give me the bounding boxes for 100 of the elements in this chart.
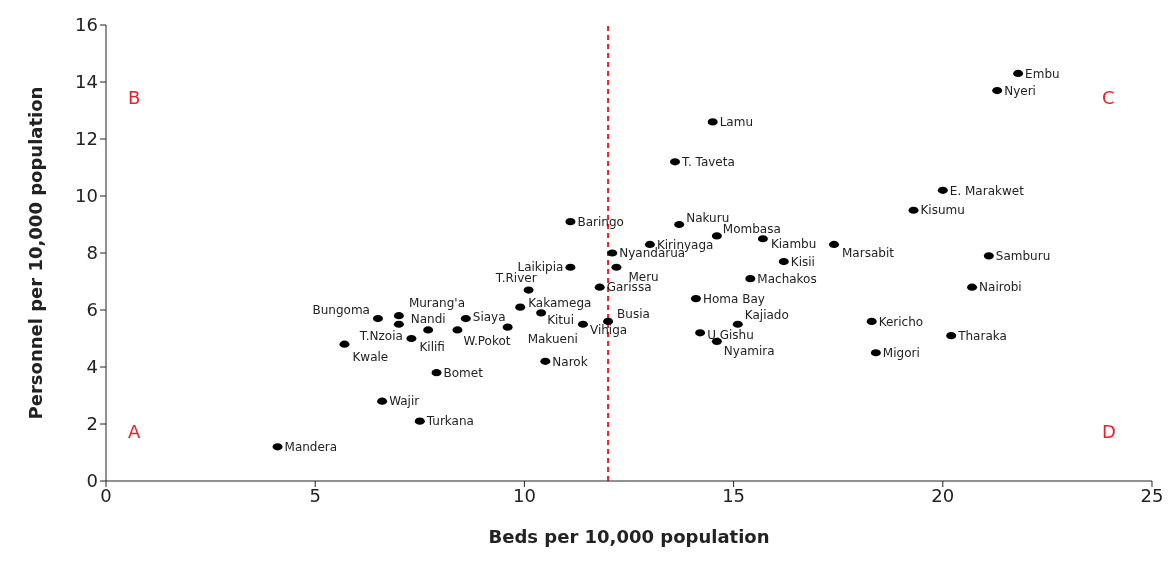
annotation: Embu — [1025, 66, 1060, 81]
point — [745, 275, 756, 283]
y-tick-label: 0 — [86, 470, 98, 492]
annotation: C — [1102, 87, 1115, 108]
y-tick-label: 10 — [75, 185, 98, 207]
annotation: Turkana — [425, 414, 474, 429]
point — [866, 317, 877, 325]
point — [711, 232, 722, 240]
y-tick-label: 6 — [86, 299, 98, 321]
point — [757, 235, 768, 243]
annotation: Kisumu — [920, 203, 965, 218]
annotation: Kajiado — [744, 308, 789, 323]
point — [946, 332, 957, 340]
annotation: A — [128, 421, 141, 442]
point — [502, 323, 513, 331]
annotation: Narok — [552, 354, 588, 369]
annotation: Samburu — [995, 249, 1051, 264]
annotation: Nyamira — [723, 343, 775, 358]
annotation: Murang'a — [408, 295, 466, 310]
point — [372, 314, 383, 323]
point — [992, 86, 1003, 95]
y-axis-title: Personnel per 10,000 population — [25, 86, 47, 420]
annotation: Nairobi — [979, 280, 1022, 295]
point — [414, 417, 425, 425]
x-tick-label: 10 — [512, 484, 536, 506]
annotation: D — [1102, 421, 1116, 442]
x-tick-label: 5 — [309, 484, 321, 506]
point — [377, 397, 388, 405]
x-tick-label: 25 — [1140, 484, 1164, 506]
point — [406, 334, 417, 343]
annotation: Kwale — [352, 350, 389, 365]
point — [611, 263, 622, 271]
annotation: T.Nzoia — [358, 329, 403, 344]
y-tick-label: 2 — [86, 413, 98, 435]
point — [272, 443, 283, 451]
point — [1013, 69, 1024, 78]
y-tick-label: 4 — [86, 356, 98, 378]
x-axis-title: Beds per 10,000 population — [488, 526, 770, 547]
point — [393, 312, 404, 320]
point — [393, 320, 404, 328]
point — [690, 295, 701, 303]
point — [423, 326, 434, 334]
annotation: Lamu — [719, 115, 754, 130]
annotation: Makueni — [527, 332, 578, 347]
point — [674, 220, 685, 229]
point — [732, 320, 743, 328]
annotation: Homa Bay — [702, 291, 765, 306]
point — [870, 349, 881, 357]
point — [908, 206, 919, 214]
annotation: T. Taveta — [681, 155, 735, 169]
point — [778, 257, 789, 266]
annotation: Nyeri — [1004, 83, 1036, 98]
annotation: Vihiga — [589, 323, 628, 338]
x-tick-label: 15 — [722, 484, 746, 506]
point — [607, 249, 618, 257]
annotation: Nakuru — [686, 210, 730, 225]
annotation: Kisii — [790, 254, 815, 269]
point — [565, 218, 576, 226]
annotation: Tharaka — [957, 328, 1007, 343]
annotation: Kilifi — [419, 339, 445, 354]
point — [339, 340, 350, 348]
annotation: Mandera — [284, 440, 338, 454]
point — [967, 283, 978, 291]
annotation: W.Pokot — [463, 334, 511, 349]
y-tick-label: 8 — [86, 242, 98, 264]
annotation: Kitui — [547, 313, 574, 328]
y-tick-label: 16 — [75, 14, 98, 36]
annotation: Kericho — [878, 314, 924, 329]
point — [515, 303, 526, 311]
point — [523, 286, 534, 294]
point — [594, 283, 605, 291]
y-tick-label: 14 — [75, 71, 98, 93]
y-tick-label: 12 — [75, 128, 98, 150]
point — [565, 263, 576, 271]
annotation: Bomet — [443, 365, 484, 380]
annotation: Marsabit — [842, 245, 895, 260]
point — [937, 186, 948, 194]
annotation: Bungoma — [312, 302, 370, 317]
point — [540, 357, 551, 365]
annotation: Busia — [617, 306, 650, 321]
annotation: Mombasa — [722, 222, 781, 237]
annotation: E. Marakwet — [949, 183, 1025, 198]
annotation: Baringo — [577, 214, 624, 229]
point — [431, 369, 442, 377]
annotation: U.Gishu — [707, 328, 754, 342]
point — [695, 329, 706, 337]
point — [707, 118, 718, 126]
annotation: Nandi — [410, 312, 446, 327]
annotation: Kakamega — [528, 296, 592, 311]
point — [460, 314, 471, 323]
point — [829, 240, 840, 249]
point — [983, 252, 994, 260]
x-tick-label: 0 — [100, 484, 112, 506]
point — [452, 326, 463, 334]
x-tick-label: 20 — [931, 484, 955, 506]
point — [577, 320, 588, 328]
annotation: Kiambu — [770, 236, 817, 251]
annotation: Siaya — [472, 309, 506, 324]
annotation: Migori — [882, 345, 920, 360]
annotation: Machakos — [757, 271, 817, 286]
